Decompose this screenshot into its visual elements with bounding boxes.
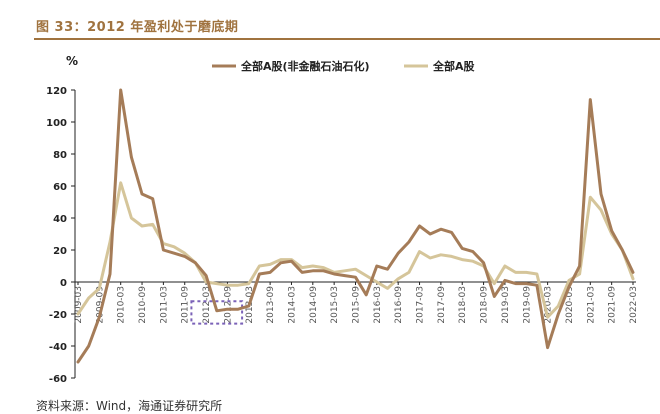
y-tick-label: 60	[53, 182, 67, 193]
x-tick-label: 2019-03	[501, 286, 511, 324]
y-tick-label: -20	[49, 310, 67, 321]
x-tick-label: 2020-03	[544, 286, 554, 324]
x-tick-label: 2020-09	[565, 286, 575, 324]
title-rule	[34, 38, 660, 40]
y-axis-ticks: -60 -40 -20 0 20 40 60 80 100 120	[46, 86, 75, 385]
x-axis-ticks: 2009-03 2009-09 2010-03 2010-09 2011-03 2011-…	[74, 282, 639, 324]
series-lines	[76, 88, 635, 364]
x-tick-label: 2012-03	[202, 286, 212, 324]
x-tick-label: 2017-03	[416, 286, 426, 324]
legend-label-series-2: 全部A股	[432, 59, 476, 73]
y-tick-label: 100	[46, 118, 67, 129]
x-tick-label: 2021-09	[608, 286, 618, 324]
x-tick-label: 2015-09	[352, 286, 362, 324]
x-tick-label: 2013-09	[266, 286, 276, 324]
highlight-dashed-box	[190, 300, 244, 325]
x-tick-label: 2009-09	[95, 286, 105, 324]
legend: 全部A股(非金融石油石化) 全部A股	[212, 59, 476, 73]
legend-label-series-1: 全部A股(非金融石油石化)	[240, 59, 370, 73]
x-tick-label: 2011-09	[181, 286, 191, 324]
x-tick-label: 2021-03	[586, 286, 596, 324]
x-tick-label: 2014-03	[287, 286, 297, 324]
series-line-2	[76, 181, 635, 319]
y-tick-label: -60	[49, 374, 67, 385]
source-note: 资料来源：Wind，海通证券研究所	[36, 399, 223, 413]
x-tick-label: 2010-03	[117, 286, 127, 324]
y-tick-label: 80	[53, 150, 67, 161]
x-tick-label: 2011-03	[159, 286, 169, 324]
x-tick-label: 2012-09	[223, 286, 233, 324]
x-tick-label: 2018-03	[458, 286, 468, 324]
x-tick-label: 2015-03	[330, 286, 340, 324]
y-tick-label: 20	[53, 246, 67, 257]
y-tick-label: 0	[60, 278, 67, 289]
x-tick-label: 2009-03	[74, 286, 84, 324]
figure-title: 图 33：2012 年盈利处于磨底期	[36, 20, 239, 35]
x-tick-label: 2017-09	[437, 286, 447, 324]
y-tick-label: 40	[53, 214, 67, 225]
x-tick-label: 2022-03	[629, 286, 639, 324]
x-tick-label: 2010-09	[138, 286, 148, 324]
x-tick-label: 2016-09	[394, 286, 404, 324]
y-tick-label: 120	[46, 86, 67, 97]
x-tick-label: 2019-09	[522, 286, 532, 324]
y-tick-label: -40	[49, 342, 67, 353]
x-tick-label: 2014-09	[309, 286, 319, 324]
x-tick-label: 2018-09	[480, 286, 490, 324]
chart: 全部A股(非金融石油石化) 全部A股 -60 -40 -20 0 20 40 60 80 100…	[46, 59, 639, 385]
x-tick-label: 2016-03	[373, 286, 383, 324]
series-line-1	[76, 88, 635, 364]
annotations	[190, 300, 244, 325]
y-unit-label: %	[66, 54, 79, 68]
